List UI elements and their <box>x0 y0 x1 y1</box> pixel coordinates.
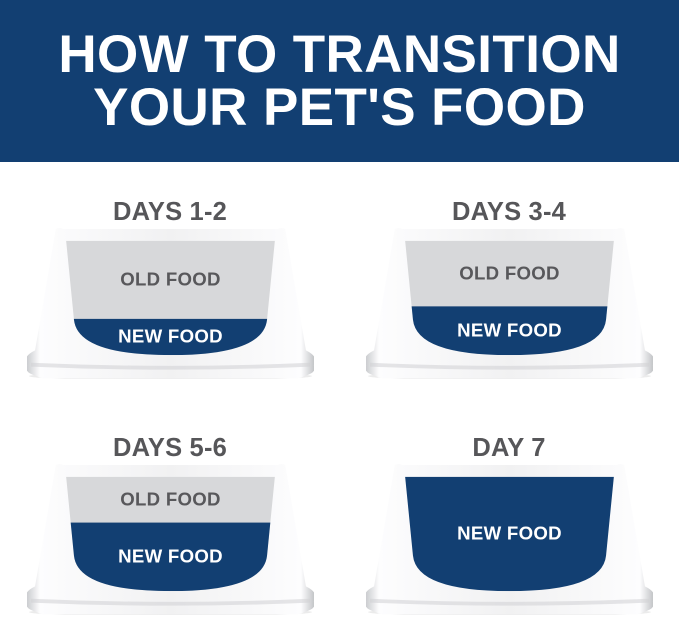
svg-text:NEW FOOD: NEW FOOD <box>118 546 223 567</box>
svg-text:OLD FOOD: OLD FOOD <box>120 269 221 290</box>
svg-text:NEW FOOD: NEW FOOD <box>118 326 223 347</box>
svg-text:NEW FOOD: NEW FOOD <box>457 523 562 544</box>
svg-text:NEW FOOD: NEW FOOD <box>457 319 562 340</box>
svg-text:OLD FOOD: OLD FOOD <box>120 488 221 509</box>
svg-text:OLD FOOD: OLD FOOD <box>459 262 560 283</box>
